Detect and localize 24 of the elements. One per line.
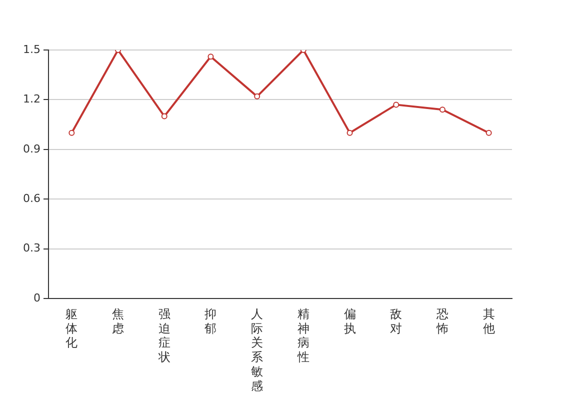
point [68, 130, 75, 136]
y-tick-label: 1.5 [22, 42, 40, 56]
x-tick-label: 人际关系敏感 [251, 306, 264, 393]
point [208, 54, 214, 60]
x-tick-label: 强迫症状 [157, 306, 170, 364]
x-tick-label: 焦虑 [112, 306, 124, 336]
y-tick-label: 0 [33, 291, 40, 304]
x-tick-label: 其他 [482, 306, 495, 336]
y-tick-label: 1.2 [22, 92, 40, 106]
point [161, 113, 168, 120]
y-tick-label: 0.6 [22, 192, 40, 206]
x-tick-label: 偏执 [344, 306, 356, 336]
point [393, 102, 400, 108]
y-tick-label: 0.3 [22, 242, 40, 255]
point [346, 130, 353, 136]
x-tick-label: 敌对 [390, 306, 402, 336]
point [254, 93, 260, 100]
x-tick-label: 抑郁 [204, 306, 217, 336]
x-tick-label: 躯体化 [66, 306, 78, 350]
point [486, 130, 492, 136]
x-tick-label: 恐怖 [435, 306, 448, 336]
x-tick-label: 精神病性 [296, 306, 310, 364]
y-tick-label: 0.9 [22, 142, 40, 156]
point [439, 106, 446, 113]
